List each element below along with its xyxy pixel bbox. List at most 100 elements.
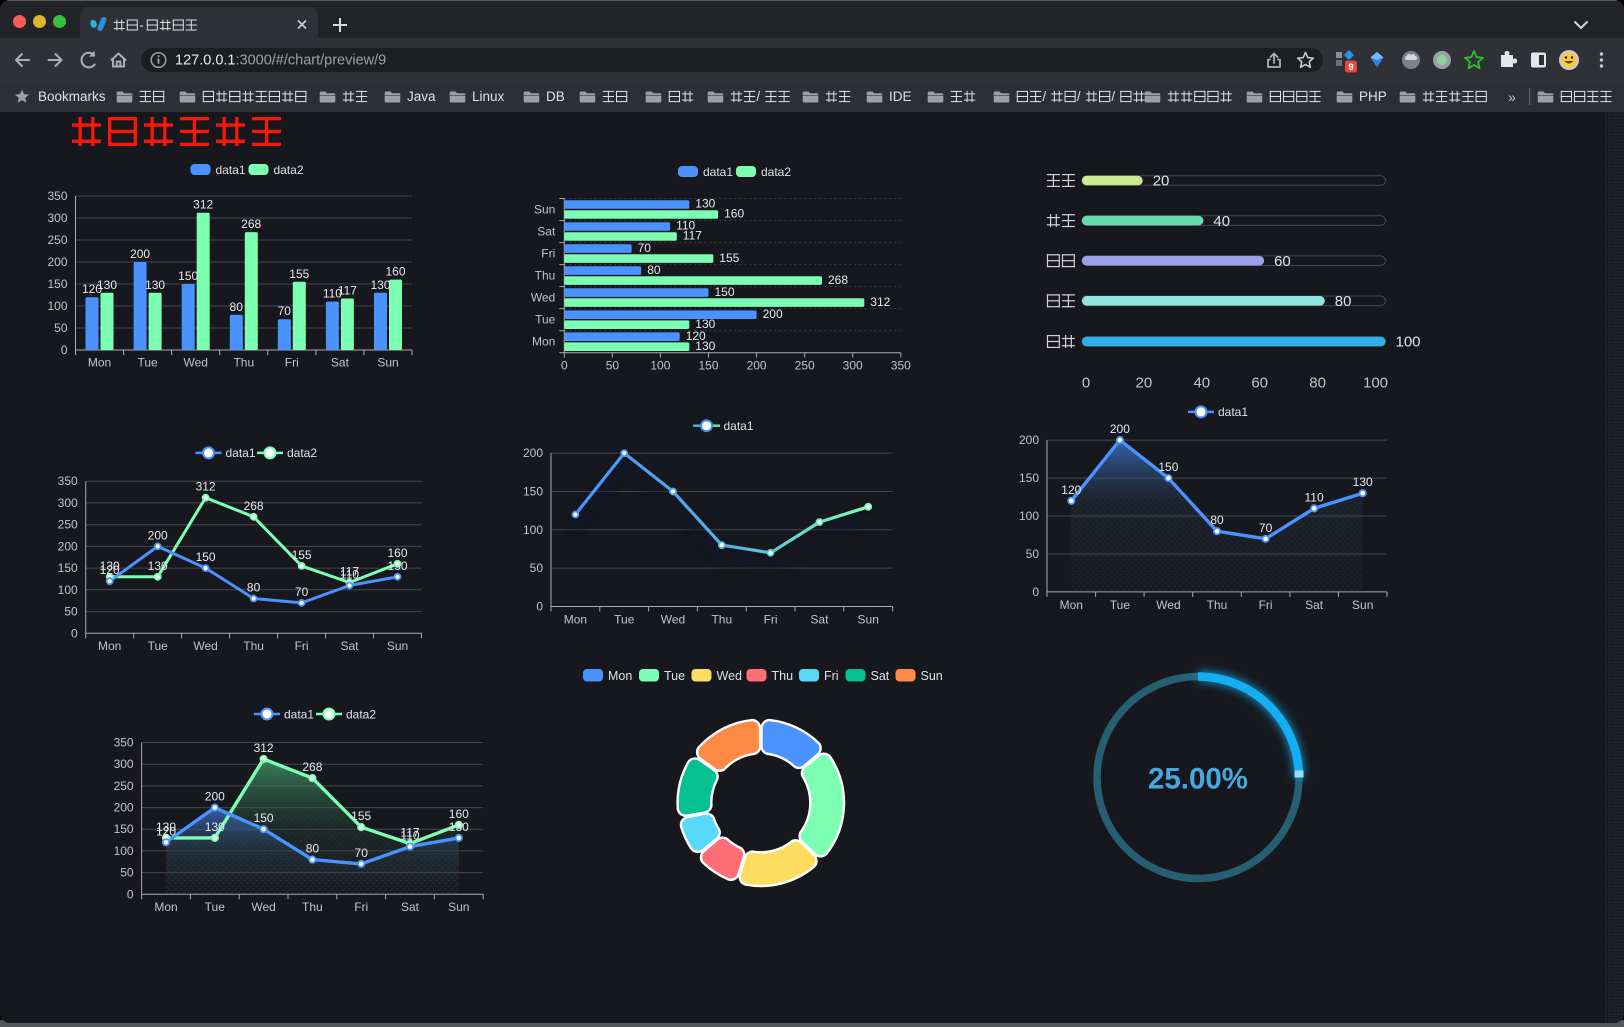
svg-text:150: 150 — [178, 269, 198, 283]
svg-text:200: 200 — [523, 446, 543, 460]
svg-text:150: 150 — [254, 811, 274, 825]
svg-text:110: 110 — [323, 287, 342, 301]
svg-text:100: 100 — [1363, 375, 1388, 392]
svg-text:80: 80 — [1210, 513, 1224, 527]
svg-text:117: 117 — [340, 565, 359, 579]
svg-text:150: 150 — [47, 277, 67, 291]
svg-text:Sat: Sat — [331, 356, 350, 370]
svg-text:200: 200 — [47, 255, 67, 269]
svg-text:Sat: Sat — [340, 639, 359, 653]
svg-text:130: 130 — [100, 559, 120, 573]
svg-text:200: 200 — [1110, 422, 1130, 436]
svg-text:130: 130 — [148, 559, 168, 573]
svg-text:100: 100 — [1019, 509, 1039, 523]
svg-text:PHP: PHP — [1359, 89, 1387, 104]
svg-text:data2: data2 — [346, 707, 376, 721]
svg-text:350: 350 — [114, 736, 134, 750]
svg-text:130: 130 — [97, 278, 117, 292]
svg-text:Wed: Wed — [1156, 598, 1180, 612]
svg-text:Sat: Sat — [401, 900, 420, 914]
svg-text:Sun: Sun — [448, 900, 469, 914]
svg-text:0: 0 — [561, 359, 568, 373]
svg-text:Fri: Fri — [285, 356, 299, 370]
svg-text:Mon: Mon — [608, 669, 632, 683]
svg-text:110: 110 — [676, 219, 695, 233]
svg-text:312: 312 — [870, 295, 890, 309]
svg-text:120: 120 — [82, 282, 102, 296]
svg-text:110: 110 — [400, 829, 419, 843]
svg-text:Sun: Sun — [534, 203, 555, 217]
svg-text:130: 130 — [695, 197, 715, 211]
svg-text:200: 200 — [747, 359, 767, 373]
svg-text:Mon: Mon — [98, 639, 121, 653]
svg-text:Linux: Linux — [472, 89, 505, 104]
svg-text:312: 312 — [196, 480, 216, 494]
svg-text:Thu: Thu — [243, 639, 264, 653]
svg-text:60: 60 — [1251, 375, 1268, 392]
svg-text:200: 200 — [58, 539, 78, 553]
svg-text:50: 50 — [530, 561, 544, 575]
svg-text:50: 50 — [64, 605, 78, 619]
svg-text:150: 150 — [698, 359, 718, 373]
svg-text:200: 200 — [114, 801, 134, 815]
svg-text:Sun: Sun — [1352, 598, 1373, 612]
svg-text:Sun: Sun — [377, 356, 398, 370]
svg-text:40: 40 — [1193, 375, 1210, 392]
svg-text:250: 250 — [47, 233, 67, 247]
svg-text:Mon: Mon — [154, 900, 177, 914]
svg-text:Wed: Wed — [193, 639, 217, 653]
svg-text:130: 130 — [145, 278, 165, 292]
svg-text:117: 117 — [338, 284, 357, 298]
svg-text:Sat: Sat — [810, 613, 829, 627]
svg-text:Wed: Wed — [717, 669, 743, 683]
svg-text:0: 0 — [1082, 375, 1090, 392]
svg-text:155: 155 — [719, 251, 739, 265]
svg-text:100: 100 — [523, 523, 543, 537]
svg-text:110: 110 — [1305, 490, 1324, 504]
svg-text:60: 60 — [1274, 253, 1291, 270]
svg-text:130: 130 — [695, 317, 715, 331]
svg-text:80: 80 — [1335, 293, 1352, 310]
svg-text:Sat: Sat — [871, 669, 890, 683]
svg-text:50: 50 — [606, 359, 620, 373]
svg-text:200: 200 — [148, 528, 168, 542]
svg-text:DB: DB — [546, 89, 565, 104]
svg-text:250: 250 — [795, 359, 815, 373]
svg-text:350: 350 — [891, 359, 911, 373]
svg-text:Thu: Thu — [772, 669, 794, 683]
svg-text:150: 150 — [114, 822, 134, 836]
svg-text:20: 20 — [1153, 173, 1170, 190]
svg-text:117: 117 — [683, 229, 702, 243]
svg-text:0: 0 — [1032, 585, 1039, 599]
svg-text:160: 160 — [724, 207, 744, 221]
svg-text:268: 268 — [244, 499, 264, 513]
svg-text:268: 268 — [302, 760, 322, 774]
svg-text:Thu: Thu — [302, 900, 323, 914]
svg-text:130: 130 — [156, 820, 176, 834]
svg-text:»: » — [1508, 89, 1516, 105]
svg-text:Fri: Fri — [354, 900, 368, 914]
svg-text:150: 150 — [715, 285, 735, 299]
svg-text:150: 150 — [523, 485, 543, 499]
svg-text:120: 120 — [686, 329, 706, 343]
svg-text:120: 120 — [1061, 483, 1081, 497]
svg-text:200: 200 — [130, 247, 150, 261]
svg-text:110: 110 — [340, 568, 359, 582]
svg-text:25.00%: 25.00% — [1148, 763, 1248, 796]
svg-text:Sun: Sun — [858, 613, 879, 627]
svg-text:350: 350 — [47, 189, 67, 203]
svg-text:70: 70 — [295, 585, 309, 599]
svg-text:data1: data1 — [1218, 405, 1248, 419]
svg-text:250: 250 — [58, 518, 78, 532]
svg-text:150: 150 — [1019, 471, 1039, 485]
svg-text:Sat: Sat — [1305, 598, 1324, 612]
svg-text:160: 160 — [387, 546, 407, 560]
svg-text:Wed: Wed — [183, 356, 207, 370]
svg-text:Sat: Sat — [537, 225, 556, 239]
svg-text:80: 80 — [1309, 375, 1326, 392]
svg-text:200: 200 — [205, 790, 225, 804]
svg-text:Sun: Sun — [921, 669, 943, 683]
svg-text:70: 70 — [278, 304, 292, 318]
svg-text:160: 160 — [385, 265, 405, 279]
svg-text:130: 130 — [205, 820, 225, 834]
